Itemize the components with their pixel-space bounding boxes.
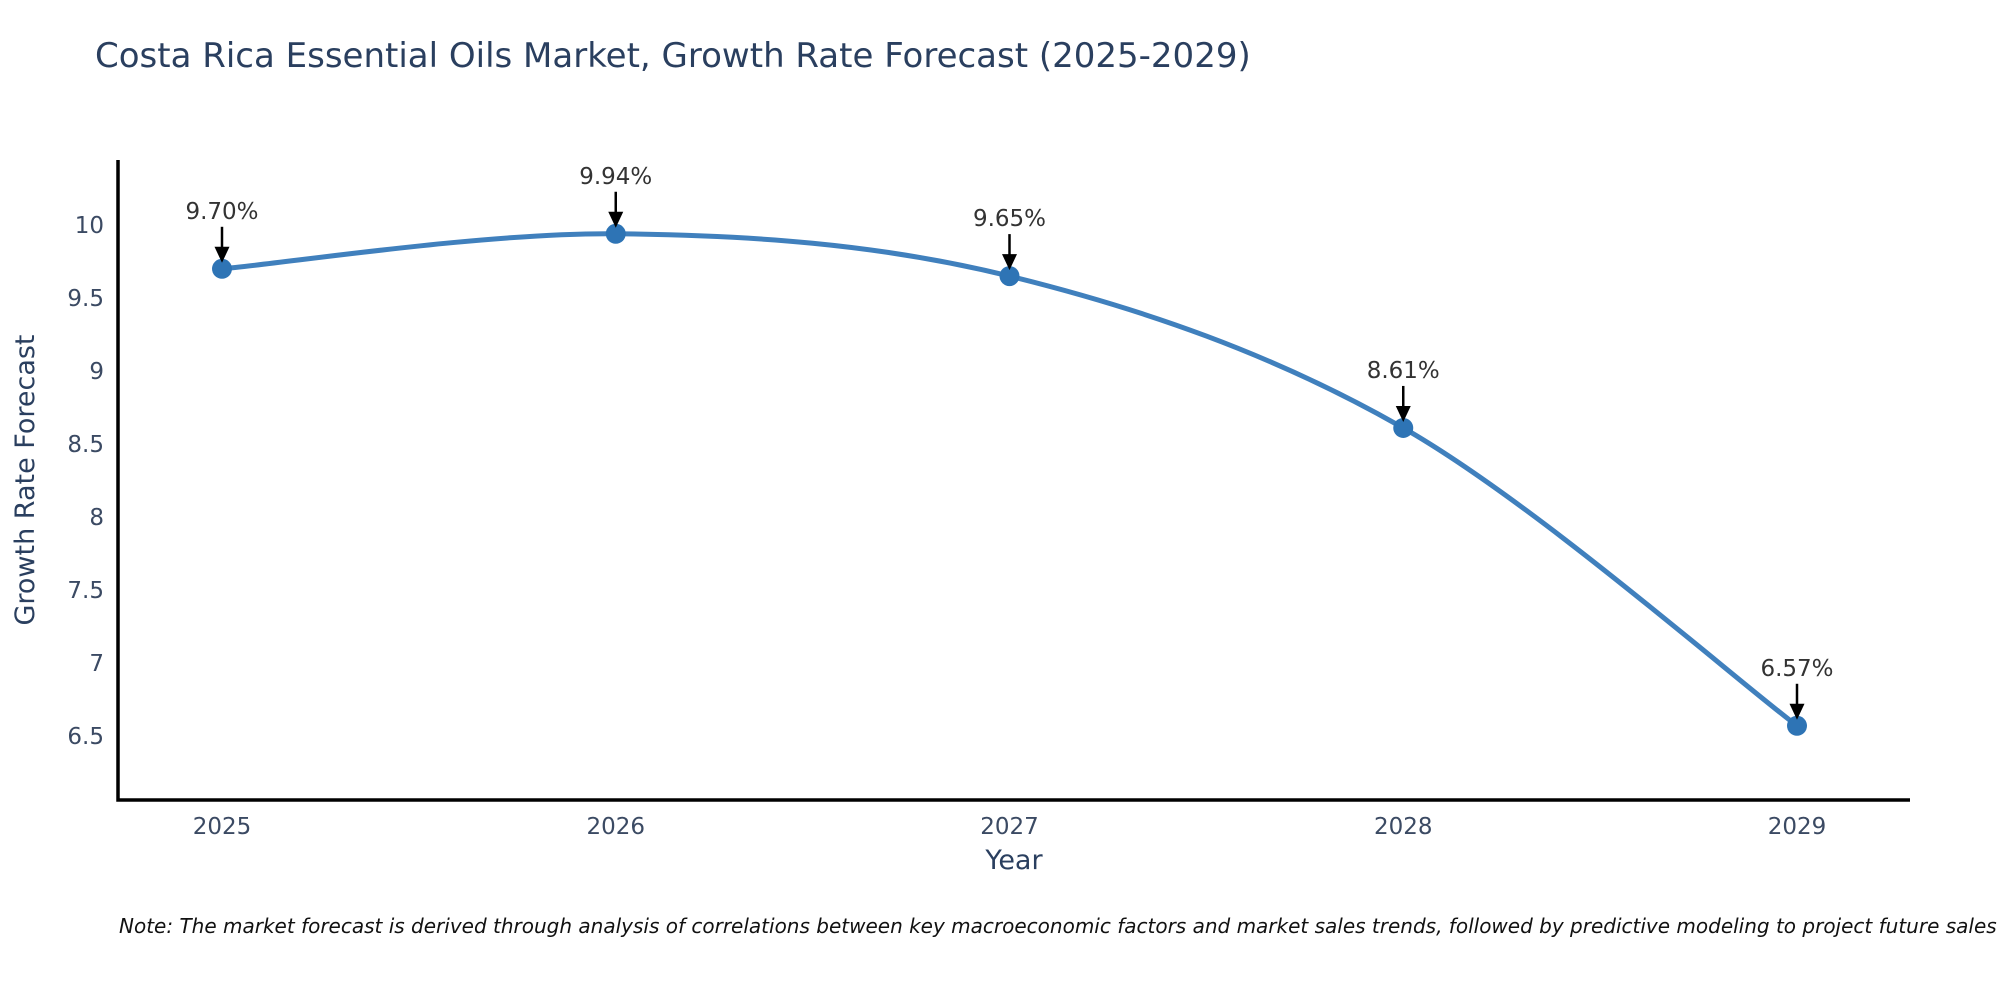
y-tick-label: 8.5 (67, 432, 104, 458)
data-point (212, 258, 232, 279)
series-line (219, 231, 1800, 729)
axis-spines (116, 160, 1910, 802)
y-tick-label: 9.5 (67, 286, 104, 312)
x-tick-label: 2029 (1768, 814, 1827, 840)
y-tick-label: 10 (75, 213, 104, 239)
data-point (1787, 715, 1807, 736)
annotation-arrowhead (1002, 254, 1017, 271)
annotation-label: 9.65% (973, 206, 1046, 232)
annotation-label: 9.94% (579, 164, 652, 190)
data-point (1393, 417, 1414, 438)
y-tick-label: 8 (89, 505, 104, 531)
x-tick-label: 2027 (980, 814, 1039, 840)
y-tick-label: 7 (89, 651, 104, 677)
annotation-arrowhead (608, 211, 624, 228)
annotation-arrowhead (1789, 703, 1805, 720)
x-tick-label: 2025 (193, 814, 252, 840)
y-axis-title: Growth Rate Forecast (10, 334, 41, 625)
data-point (999, 266, 1020, 287)
x-tick-label: 2028 (1374, 814, 1433, 840)
annotation-arrowhead (1395, 405, 1411, 422)
annotation-label: 8.61% (1367, 358, 1440, 384)
annotation-label: 6.57% (1760, 656, 1833, 682)
chart-title: Costa Rica Essential Oils Market, Growth… (95, 36, 1251, 76)
annotation-arrowhead (214, 246, 230, 263)
y-tick-label: 6.5 (67, 724, 104, 750)
y-tick-label: 7.5 (67, 578, 104, 604)
annotation-label: 9.70% (185, 199, 258, 225)
data-point (605, 223, 626, 244)
y-tick-label: 9 (89, 359, 104, 385)
footnote: Note: The market forecast is derived thr… (119, 914, 1997, 938)
x-tick-label: 2026 (586, 814, 645, 840)
x-axis-title: Year (984, 845, 1043, 876)
